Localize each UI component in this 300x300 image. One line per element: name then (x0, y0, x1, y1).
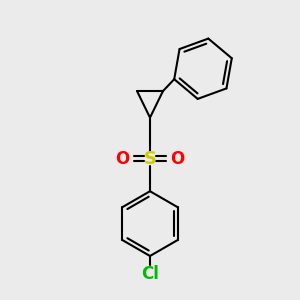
Text: Cl: Cl (141, 265, 159, 283)
Text: S: S (143, 150, 157, 168)
Text: O: O (115, 150, 129, 168)
Text: O: O (171, 150, 185, 168)
